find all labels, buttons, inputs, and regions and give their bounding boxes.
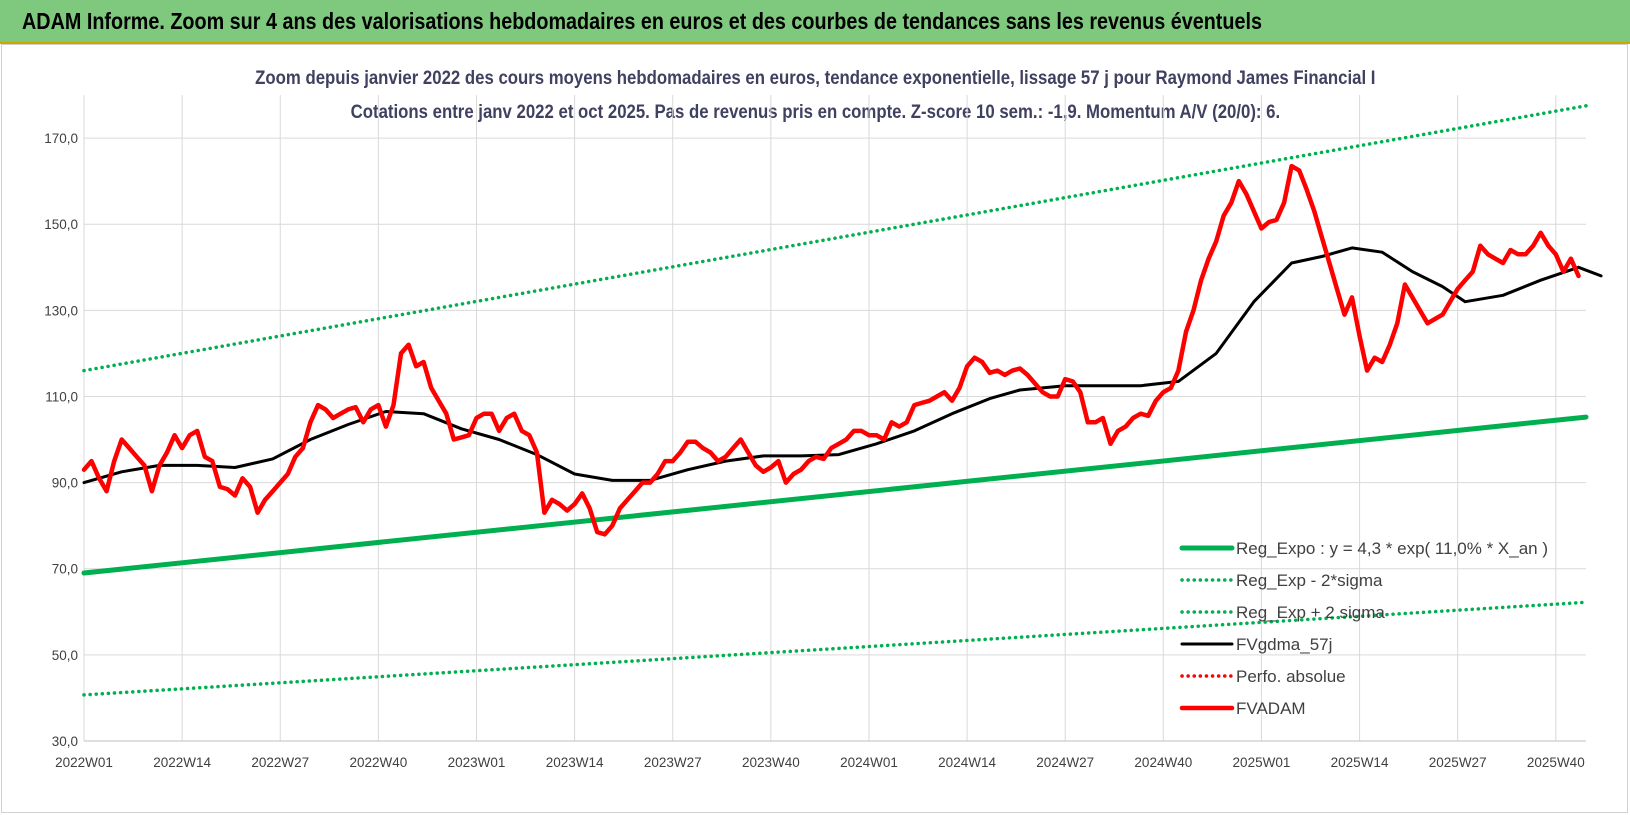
x-tick-label: 2025W01 [1233,755,1291,770]
legend-label: Reg_Exp + 2 sigma [1236,603,1385,622]
x-tick-label: 2023W01 [448,755,506,770]
chart-subtitle: Cotations entre janv 2022 et oct 2025. P… [0,101,1630,124]
y-tick-label: 130,0 [44,303,78,318]
banner: ADAM Informe. Zoom sur 4 ans des valoris… [0,0,1630,44]
chart-title: Zoom depuis janvier 2022 des cours moyen… [0,67,1630,90]
x-tick-label: 2023W40 [742,755,800,770]
y-tick-label: 30,0 [52,734,78,749]
legend-label: FVgdma_57j [1236,635,1332,654]
x-tick-label: 2025W14 [1331,755,1389,770]
x-tick-label: 2023W14 [546,755,604,770]
series-line-reg-expo-y-4-3-exp-11-0-x-an [81,414,1589,576]
x-tick-label: 2022W14 [153,755,211,770]
banner-title: ADAM Informe. Zoom sur 4 ans des valoris… [22,8,1262,34]
series-line-reg-exp-2-sigma [82,600,1588,697]
x-tick-label: 2025W40 [1527,755,1585,770]
x-tick-label: 2023W27 [644,755,702,770]
chart-title-text: Zoom depuis janvier 2022 des cours moyen… [254,67,1376,89]
x-tick-label: 2024W01 [840,755,898,770]
y-tick-label: 90,0 [52,476,78,491]
y-tick-label: 70,0 [52,562,78,577]
grid [83,95,1586,742]
chart-frame [1,44,1628,813]
y-tick-label: 150,0 [44,217,78,232]
legend: Reg_Expo : y = 4,3 * exp( 11,0% * X_an )… [1179,539,1548,718]
x-tick-label: 2025W27 [1429,755,1487,770]
legend-label: FVADAM [1236,699,1306,718]
y-axis-ticks: 30,0 50,0 70,0 90,0 110,0 130,0 150,0 170,0 [44,131,78,749]
x-tick-label: 2022W01 [55,755,113,770]
legend-label: Reg_Expo : y = 4,3 * exp( 11,0% * X_an ) [1236,539,1548,558]
legend-label: Reg_Exp - 2*sigma [1236,571,1383,590]
y-tick-label: 50,0 [52,648,78,663]
legend-label: Perfo. absolue [1236,667,1346,686]
y-tick-label: 110,0 [45,389,78,404]
series-line-fvgdma-57j [82,246,1603,485]
chart-subtitle-text: Cotations entre janv 2022 et oct 2025. P… [350,101,1280,123]
x-axis-ticks: 2022W01 2022W14 2022W27 2022W40 2023W01 2023W… [55,755,1585,770]
y-tick-label: 170,0 [44,131,78,146]
x-tick-label: 2024W27 [1036,755,1094,770]
series-line-fvadam [81,163,1581,537]
x-tick-label: 2022W40 [349,755,407,770]
series-line-reg-exp-2-sigma [82,104,1588,373]
x-tick-label: 2024W14 [938,755,996,770]
x-tick-label: 2022W27 [251,755,309,770]
x-tick-label: 2024W40 [1134,755,1192,770]
series-lines [81,104,1603,697]
